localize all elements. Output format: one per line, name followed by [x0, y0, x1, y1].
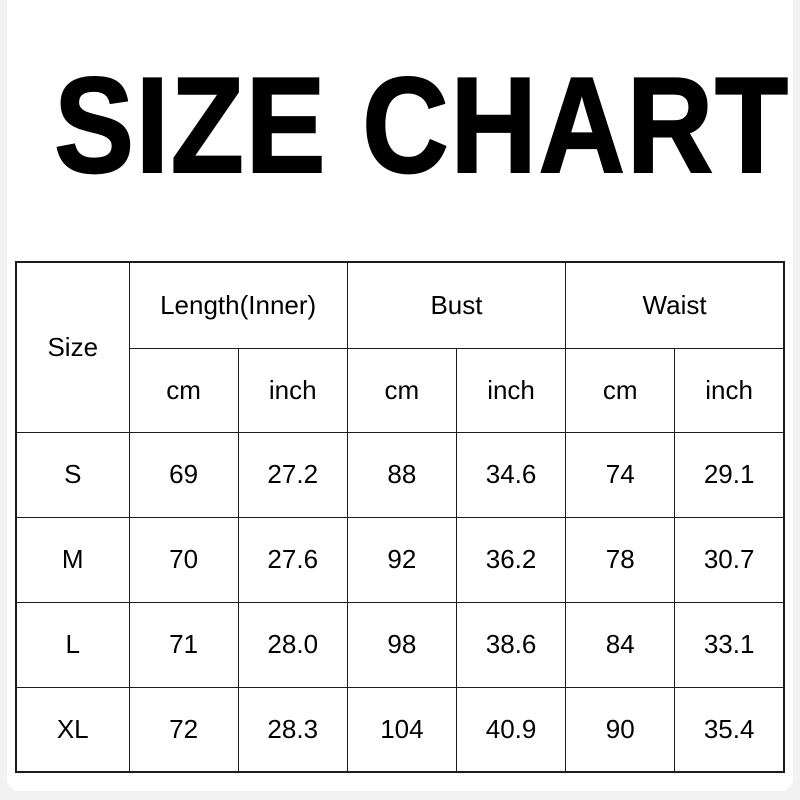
table-cell: 30.7 — [674, 516, 785, 603]
header-length-inner: Length(Inner) — [128, 261, 348, 349]
table-cell: 104 — [346, 686, 457, 773]
table-cell: 98 — [346, 601, 457, 688]
subheader-waist-cm: cm — [565, 347, 676, 433]
subheader-length-inch: inch — [237, 347, 348, 433]
table-cell: 78 — [565, 516, 676, 603]
table-header-group-row: Size Length(Inner) Bust Waist — [15, 261, 785, 433]
table-row-l: L 71 28.0 98 38.6 84 33.1 — [15, 601, 785, 688]
subheader-bust-inch: inch — [455, 347, 567, 433]
page-title: SIZE CHART — [53, 49, 790, 201]
table-cell: 27.2 — [237, 431, 348, 518]
table-cell: 74 — [565, 431, 676, 518]
table-cell: 90 — [565, 686, 676, 773]
table-cell: 36.2 — [455, 516, 567, 603]
header-size: Size — [15, 261, 130, 433]
table-cell: 28.0 — [237, 601, 348, 688]
size-label: M — [15, 516, 130, 603]
subheader-bust-cm: cm — [346, 347, 457, 433]
size-label: S — [15, 431, 130, 518]
table-cell: 40.9 — [455, 686, 567, 773]
table-row-xl: XL 72 28.3 104 40.9 90 35.4 — [15, 686, 785, 773]
size-label: XL — [15, 686, 130, 773]
table-row-m: M 70 27.6 92 36.2 78 30.7 — [15, 516, 785, 603]
table-cell: 33.1 — [674, 601, 785, 688]
table-cell: 84 — [565, 601, 676, 688]
table-cell: 69 — [128, 431, 239, 518]
table-cell: 29.1 — [674, 431, 785, 518]
table-subheader-row: cm inch cm inch cm inch — [16, 347, 785, 433]
table-cell: 70 — [128, 516, 239, 603]
header-bust: Bust — [346, 261, 567, 349]
table-cell: 35.4 — [674, 686, 785, 773]
table-cell: 38.6 — [455, 601, 567, 688]
header-waist: Waist — [565, 261, 785, 349]
size-label: L — [15, 601, 130, 688]
table-cell: 27.6 — [237, 516, 348, 603]
table-row-s: S 69 27.2 88 34.6 74 29.1 — [15, 431, 785, 518]
table-cell: 72 — [128, 686, 239, 773]
table-cell: 88 — [346, 431, 457, 518]
table-cell: 92 — [346, 516, 457, 603]
table-cell: 28.3 — [237, 686, 348, 773]
subheader-length-cm: cm — [128, 347, 239, 433]
size-chart-table: Size Length(Inner) Bust Waist cm inch cm… — [15, 261, 785, 773]
subheader-waist-inch: inch — [674, 347, 785, 433]
table-cell: 71 — [128, 601, 239, 688]
table-cell: 34.6 — [455, 431, 567, 518]
page-card: SIZE CHART Size Length(Inner) Bust Waist… — [7, 0, 793, 791]
